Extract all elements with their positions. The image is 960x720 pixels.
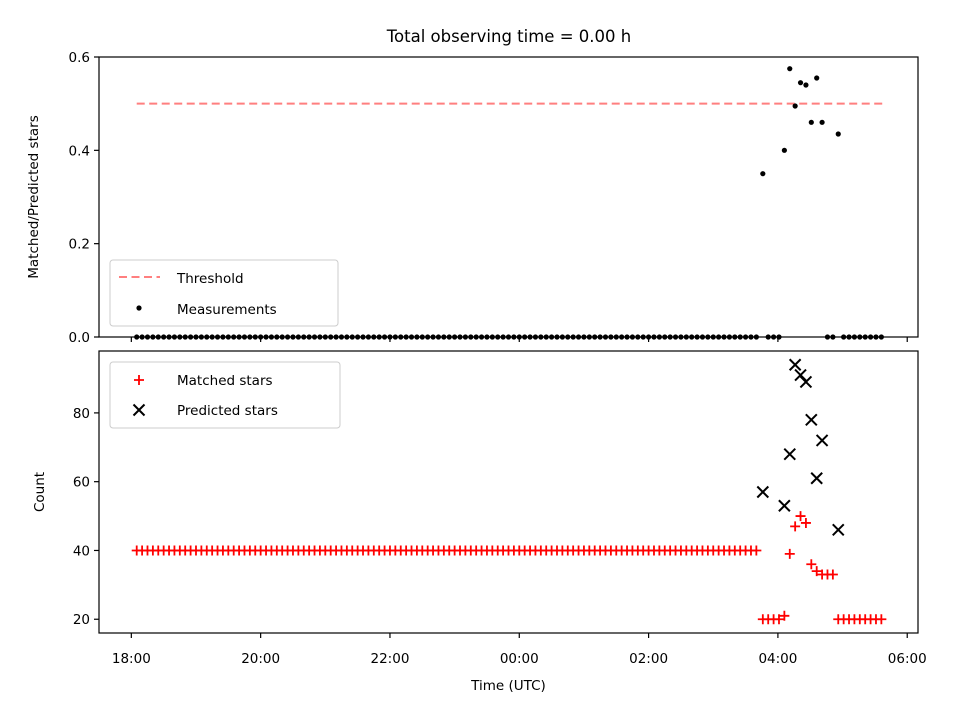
top-axes-frame [98,56,919,338]
matched-star-point [876,614,887,625]
measurement-point [814,75,820,81]
y-tick-label: 0.6 [69,50,90,66]
chart-title: Total observing time = 0.00 h [386,27,631,46]
predicted-star-point [810,472,823,485]
predicted-star-point [815,434,829,447]
legend-measurements-swatch [136,305,142,311]
x-tick-label: 06:00 [888,651,927,667]
predicted-star-point [783,447,796,461]
predicted-star-point [794,368,807,382]
predicted-star-point [778,499,791,512]
bottom-series-layer [131,358,887,625]
matched-star-point [751,545,762,556]
matched-star-point [806,559,817,570]
x-tick-label: 18:00 [112,651,151,667]
bottom-y-axis-label: Count [32,472,48,512]
matched-star-point [795,511,806,522]
predicted-star-point [788,358,802,371]
bottom-x-axis-label: Time (UTC) [470,678,546,694]
matched-star-point [779,610,790,621]
bottom-legend: Matched stars Predicted stars [109,361,341,429]
measurement-point [797,80,804,86]
legend-predicted-swatch [132,403,146,417]
matched-star-point [827,569,838,580]
top-legend: Threshold Measurements [109,259,339,327]
y-tick-label: 80 [73,406,90,422]
y-tick-label: 60 [73,475,90,491]
matched-star-point [790,521,801,532]
y-tick-label: 0.4 [69,143,90,159]
bottom-y-ticks: 20 40 60 80 [73,406,99,628]
matched-star-point [811,566,822,577]
y-tick-label: 40 [73,543,90,559]
measurement-point [787,66,793,72]
bottom-x-ticks: 18:00 20:00 22:00 00:00 02:00 04:00 06:00 [112,633,927,667]
measurement-point [808,119,814,125]
bottom-panel: 20 40 60 80 18:00 20:00 22:00 00:00 02:00 04:00 0… [32,350,927,694]
x-tick-label: 00:00 [500,651,539,667]
legend-label-predicted: Predicted stars [177,403,278,419]
matched-star-point [784,548,795,559]
x-tick-label: 04:00 [758,651,797,667]
matched-star-point [800,517,811,528]
measurement-point [781,147,787,153]
measurement-point [760,171,766,177]
legend-matched-swatch [134,375,144,385]
legend-box [109,361,341,429]
x-tick-label: 22:00 [371,651,410,667]
top-y-axis-label: Matched/Predicted stars [26,115,42,278]
predicted-star-point [832,523,845,537]
bottom-axes-frame [98,350,919,634]
matched-star-point [773,614,784,625]
top-y-ticks: 0.0 0.2 0.4 0.6 [69,50,99,346]
top-panel: 0.0 0.2 0.4 0.6 Matched/Predicted stars Thr… [26,50,919,346]
predicted-star-point [805,413,818,426]
measurement-point [803,82,809,88]
x-tick-label: 20:00 [241,651,280,667]
top-x-ticks [130,337,908,342]
predicted-star-point [756,485,770,499]
legend-label-threshold: Threshold [176,271,244,287]
y-tick-label: 0.0 [69,330,90,346]
y-tick-label: 20 [73,612,90,628]
x-tick-label: 02:00 [629,651,668,667]
measurement-point [835,131,841,137]
legend-label-measurements: Measurements [177,302,277,318]
measurement-point [819,119,825,125]
predicted-star-point [799,375,813,389]
measurement-point [792,103,798,109]
legend-label-matched: Matched stars [177,373,273,389]
legend-box [109,259,339,327]
y-tick-label: 0.2 [69,237,90,253]
